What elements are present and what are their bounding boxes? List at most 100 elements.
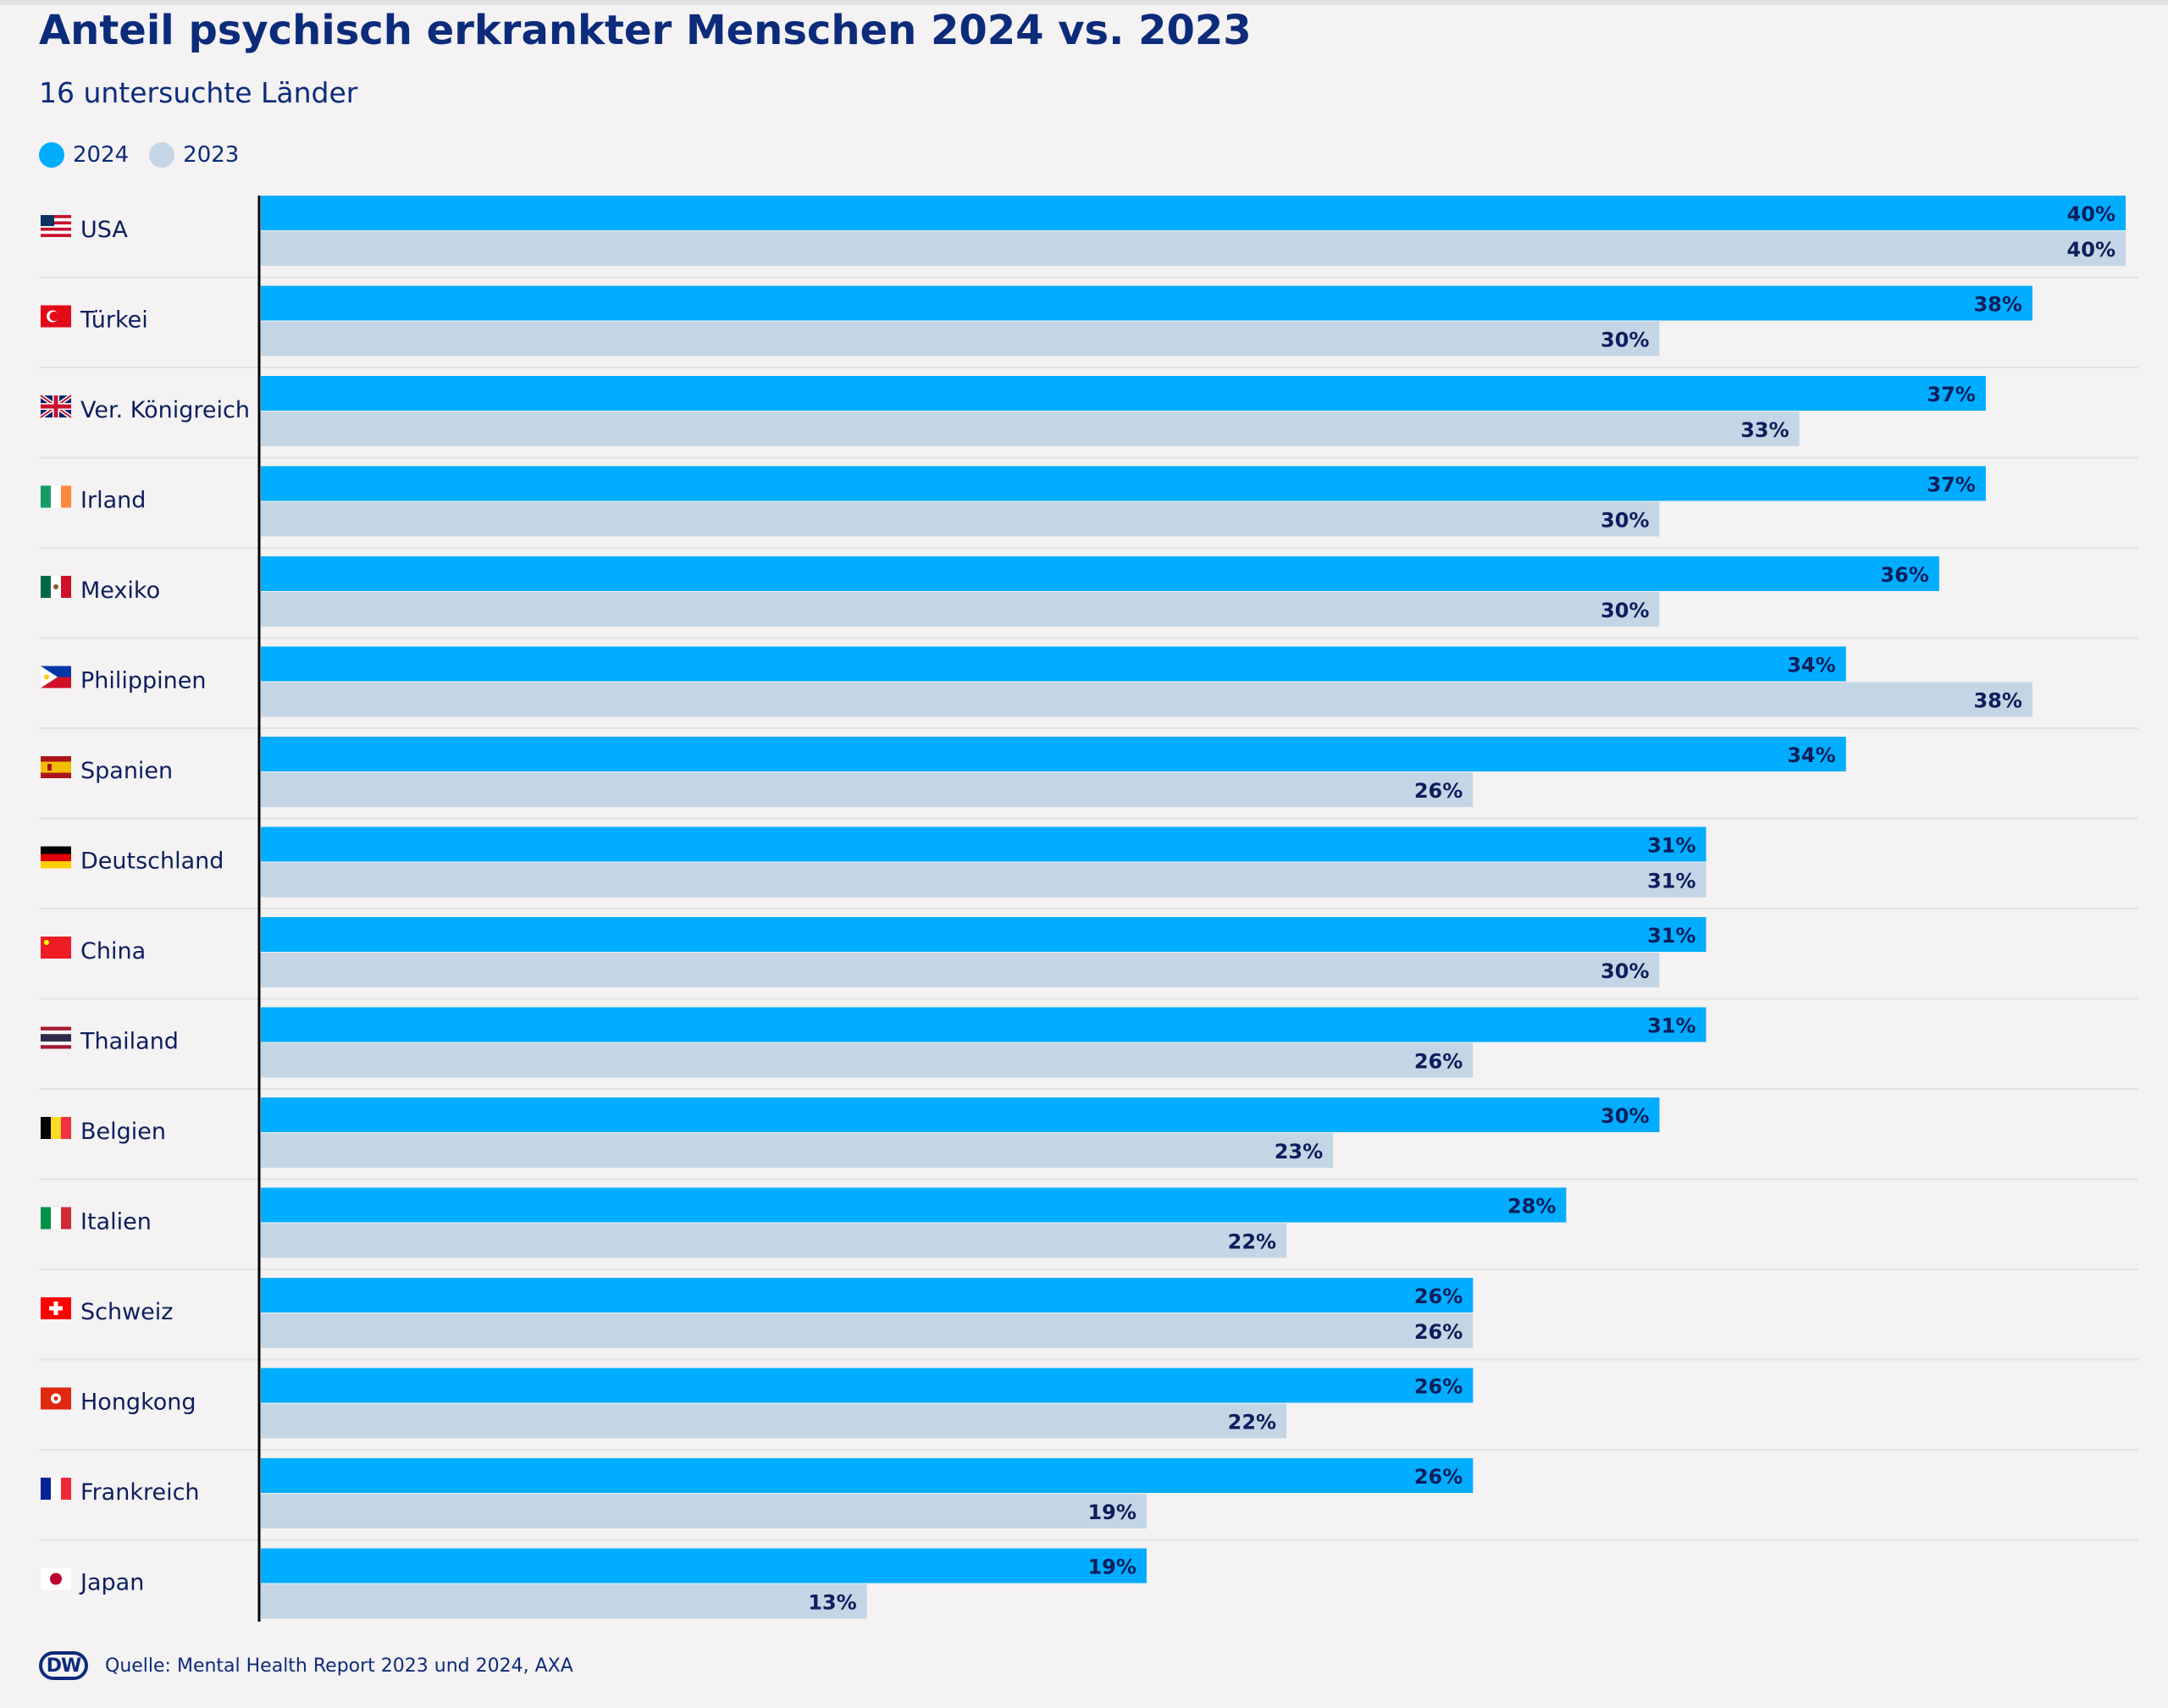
chart-title: Anteil psychisch erkrankter Menschen 202… xyxy=(39,7,1252,54)
data-label-2024: 31% xyxy=(1647,924,1695,948)
bar-2023 xyxy=(261,1223,1287,1258)
legend-swatch-2023 xyxy=(149,142,175,168)
italy-flag-icon xyxy=(41,1207,71,1230)
bar-2024 xyxy=(261,466,1986,501)
bar-2024 xyxy=(261,1368,1474,1403)
legend-label-2023: 2023 xyxy=(183,142,240,168)
data-label-2024: 34% xyxy=(1787,743,1835,767)
bar-2024 xyxy=(261,556,1939,591)
category-label: Irland xyxy=(80,488,146,514)
bar-2023 xyxy=(261,1403,1287,1439)
china-flag-icon xyxy=(41,937,71,959)
bar-2023 xyxy=(261,1133,1334,1168)
data-label-2023: 38% xyxy=(1973,689,2021,713)
belgium-flag-icon xyxy=(41,1117,71,1139)
data-label-2024: 30% xyxy=(1601,1104,1649,1128)
data-label-2024: 31% xyxy=(1647,834,1695,858)
legend-swatch-2024 xyxy=(39,142,64,168)
ireland-flag-icon xyxy=(41,485,71,508)
switzerland-flag-icon xyxy=(41,1297,71,1319)
legend-item-2024: 2024 xyxy=(39,142,129,168)
legend-item-2023: 2023 xyxy=(149,142,239,168)
data-label-2024: 40% xyxy=(2067,202,2115,226)
data-label-2024: 38% xyxy=(1973,293,2021,317)
bar-2024 xyxy=(261,1548,1147,1584)
data-label-2023: 22% xyxy=(1228,1230,1276,1254)
data-label-2023: 31% xyxy=(1647,870,1695,893)
bar-2024 xyxy=(261,1278,1474,1313)
data-label-2023: 30% xyxy=(1601,509,1649,533)
us-flag-icon xyxy=(41,215,71,237)
bar-2023 xyxy=(261,1584,867,1619)
footer: DW Quelle: Mental Health Report 2023 und… xyxy=(39,1651,573,1680)
bar-2023 xyxy=(261,1494,1147,1528)
data-label-2024: 26% xyxy=(1414,1375,1463,1399)
category-label: Deutschland xyxy=(80,848,224,875)
spain-flag-icon xyxy=(41,756,71,778)
bar-2024 xyxy=(261,1458,1474,1493)
data-label-2024: 26% xyxy=(1414,1285,1463,1308)
category-label: Ver. Königreich xyxy=(80,397,250,423)
data-label-2023: 30% xyxy=(1601,959,1649,983)
category-label: Mexiko xyxy=(80,578,160,604)
category-label: Italien xyxy=(80,1209,152,1235)
data-label-2023: 13% xyxy=(808,1591,856,1615)
bar-2023 xyxy=(261,592,1660,627)
data-label-2024: 26% xyxy=(1414,1465,1463,1489)
category-label: China xyxy=(80,938,146,965)
uk-flag-icon xyxy=(39,393,73,420)
legend: 2024 2023 xyxy=(39,142,259,168)
bar-2023 xyxy=(261,321,1660,357)
data-label-2024: 19% xyxy=(1087,1556,1136,1579)
bar-2023 xyxy=(261,231,2126,266)
data-label-2023: 40% xyxy=(2067,238,2115,262)
japan-flag-icon xyxy=(41,1567,71,1590)
bar-2023 xyxy=(261,501,1660,537)
bar-2023 xyxy=(261,953,1660,987)
chart-subtitle: 16 untersuchte Länder xyxy=(39,76,358,109)
mexico-flag-icon xyxy=(41,576,71,598)
data-label-2024: 37% xyxy=(1927,473,1975,497)
category-label: USA xyxy=(80,217,128,243)
bar-2024 xyxy=(261,285,2032,321)
top-border xyxy=(0,0,2168,5)
data-label-2024: 36% xyxy=(1880,563,1928,587)
bar-2024 xyxy=(261,737,1846,771)
data-label-2023: 26% xyxy=(1414,779,1463,803)
france-flag-icon xyxy=(41,1478,71,1500)
data-label-2024: 28% xyxy=(1507,1195,1556,1219)
legend-label-2024: 2024 xyxy=(73,142,130,168)
bar-chart: USA 40% 40% Türkei 38% 30% Ver. Königreich 37% 3… xyxy=(39,196,2138,1622)
category-label: Belgien xyxy=(80,1119,166,1145)
data-label-2023: 30% xyxy=(1601,329,1649,352)
data-label-2023: 22% xyxy=(1228,1411,1276,1434)
bar-2024 xyxy=(261,196,2126,230)
turkey-flag-icon xyxy=(41,305,71,328)
bar-2023 xyxy=(261,682,2032,717)
germany-flag-icon xyxy=(41,846,71,869)
bar-2024 xyxy=(261,1007,1706,1042)
data-label-2023: 26% xyxy=(1414,1320,1463,1344)
data-label-2024: 31% xyxy=(1647,1014,1695,1038)
philippines-flag-icon xyxy=(41,666,71,688)
category-label: Hongkong xyxy=(80,1390,196,1416)
dw-logo: DW xyxy=(39,1651,88,1680)
data-label-2023: 30% xyxy=(1601,599,1649,622)
bar-2024 xyxy=(261,1187,1567,1223)
data-label-2023: 33% xyxy=(1740,418,1789,442)
bar-2023 xyxy=(261,412,1800,446)
source-text: Quelle: Mental Health Report 2023 und 20… xyxy=(105,1655,573,1677)
thailand-flag-icon xyxy=(41,1026,71,1049)
category-label: Spanien xyxy=(80,758,173,784)
bar-2023 xyxy=(261,1042,1474,1078)
bar-2024 xyxy=(261,1097,1660,1132)
category-label: Thailand xyxy=(80,1029,179,1055)
bar-2023 xyxy=(261,772,1474,807)
bar-2024 xyxy=(261,917,1706,952)
bar-2023 xyxy=(261,1313,1474,1348)
hongkong-flag-icon xyxy=(41,1387,71,1410)
data-label-2023: 26% xyxy=(1414,1050,1463,1074)
category-label: Philippinen xyxy=(80,668,207,694)
bar-2024 xyxy=(261,646,1846,682)
data-label-2024: 37% xyxy=(1927,383,1975,406)
